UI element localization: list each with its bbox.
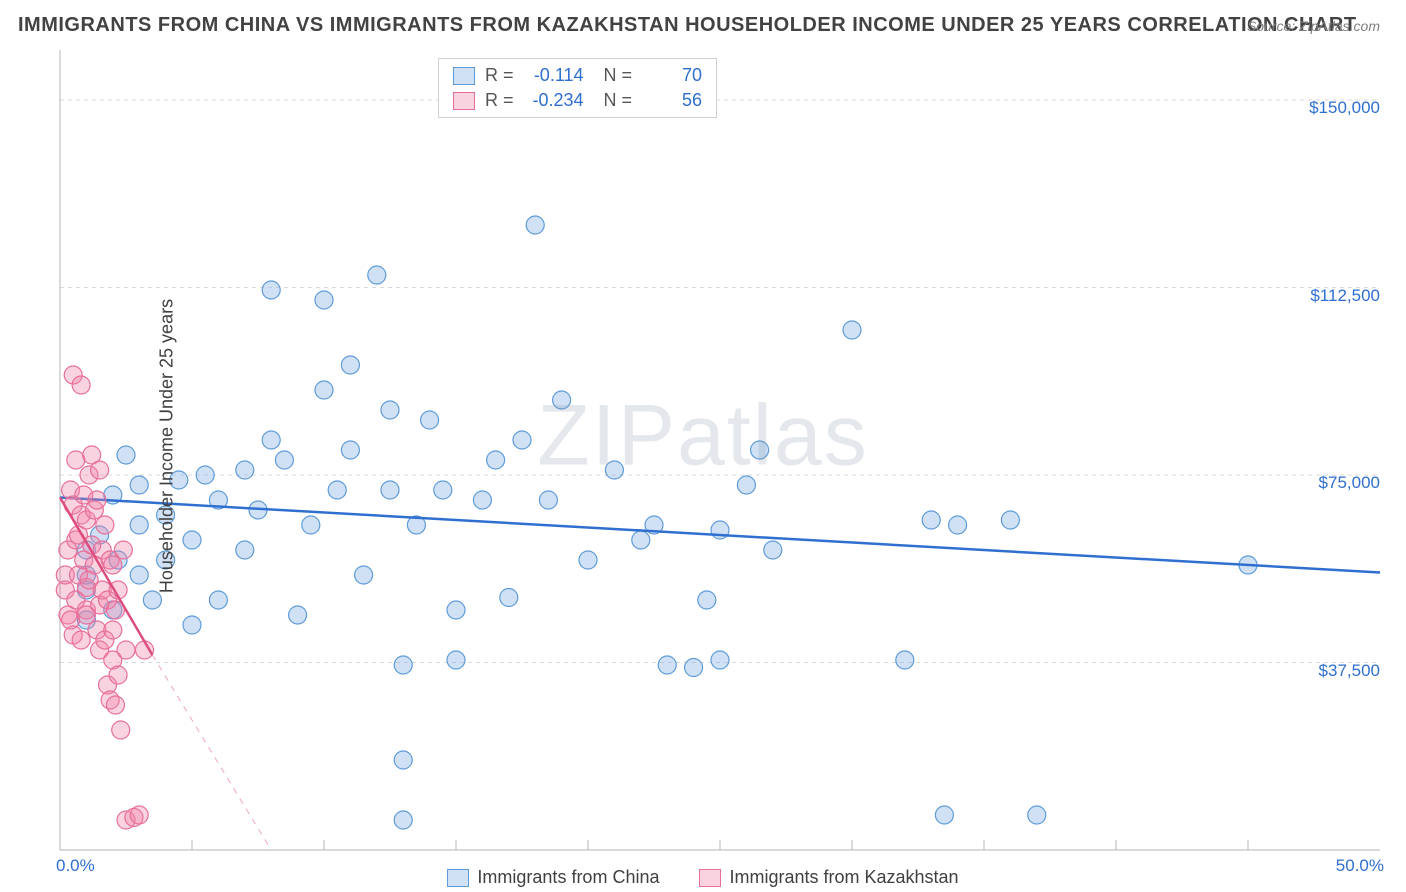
y-axis-label: Householder Income Under 25 years <box>157 299 178 593</box>
chart-svg <box>0 0 1406 892</box>
series-swatch <box>699 869 721 887</box>
chart-area: ZIPatlas Householder Income Under 25 yea… <box>0 0 1406 892</box>
r-value: -0.114 <box>524 65 584 86</box>
series-legend: Immigrants from China Immigrants from Kaz… <box>0 867 1406 888</box>
r-label: R = <box>485 90 514 111</box>
r-label: R = <box>485 65 514 86</box>
legend-label: Immigrants from Kazakhstan <box>729 867 958 888</box>
n-label: N = <box>594 65 633 86</box>
y-tick-label: $37,500 <box>1290 661 1380 681</box>
legend-item: Immigrants from Kazakhstan <box>699 867 958 888</box>
y-tick-label: $75,000 <box>1290 473 1380 493</box>
series-swatch <box>453 67 475 85</box>
correlation-row: R = -0.234 N = 56 <box>439 88 716 113</box>
y-tick-label: $150,000 <box>1290 98 1380 118</box>
legend-label: Immigrants from China <box>477 867 659 888</box>
legend-item: Immigrants from China <box>447 867 659 888</box>
r-value: -0.234 <box>524 90 584 111</box>
correlation-legend: R = -0.114 N = 70R = -0.234 N = 56 <box>438 58 717 118</box>
correlation-row: R = -0.114 N = 70 <box>439 63 716 88</box>
series-swatch <box>447 869 469 887</box>
y-tick-label: $112,500 <box>1290 286 1380 306</box>
n-value: 56 <box>642 90 702 111</box>
n-value: 70 <box>642 65 702 86</box>
series-swatch <box>453 92 475 110</box>
n-label: N = <box>594 90 633 111</box>
